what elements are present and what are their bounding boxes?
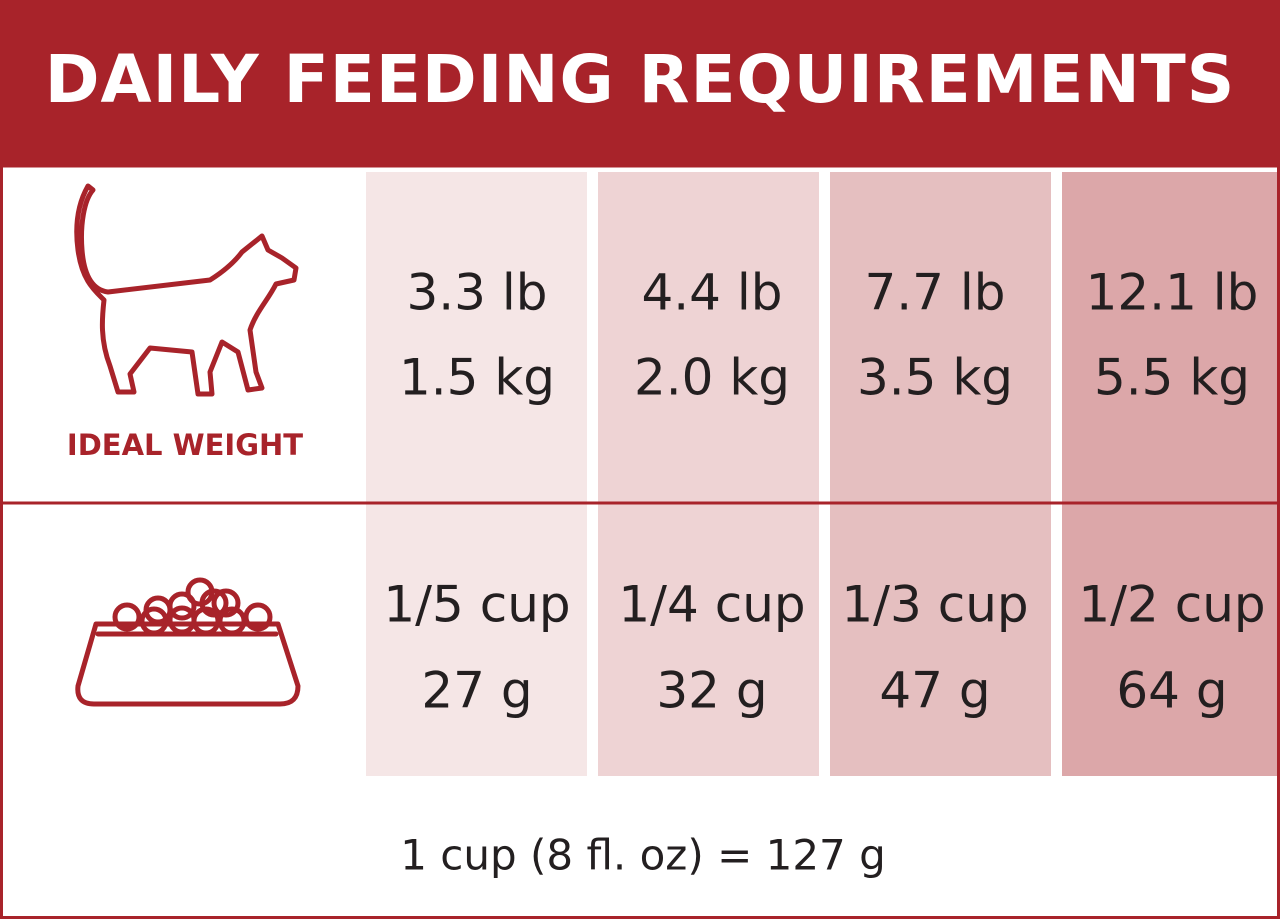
title: DAILY FEEDING REQUIREMENTS bbox=[45, 41, 1236, 118]
header-band bbox=[0, 0, 1280, 166]
weight-kg: 1.5 kg bbox=[399, 349, 555, 407]
weight-lb: 4.4 lb bbox=[641, 264, 782, 322]
row-label: IDEAL WEIGHT bbox=[67, 428, 303, 462]
columns: 3.3 lb 1.5 kg 1/5 cup 27 g 4.4 lb 2.0 kg 1/4 c… bbox=[366, 172, 1280, 776]
grams: 32 g bbox=[656, 662, 767, 720]
cups: 1/5 cup bbox=[383, 576, 570, 634]
bowl-icon bbox=[75, 577, 301, 707]
column-background bbox=[366, 172, 587, 776]
cat-icon bbox=[74, 183, 299, 397]
cups: 1/3 cup bbox=[841, 576, 1028, 634]
weight-lb: 12.1 lb bbox=[1086, 264, 1259, 322]
frame bbox=[0, 164, 1280, 919]
cups: 1/2 cup bbox=[1078, 576, 1265, 634]
weight-lb: 3.3 lb bbox=[406, 264, 547, 322]
column-background bbox=[830, 172, 1051, 776]
column-background bbox=[598, 172, 819, 776]
grams: 64 g bbox=[1116, 662, 1227, 720]
grams: 27 g bbox=[421, 662, 532, 720]
column-background bbox=[1062, 172, 1280, 776]
weight-kg: 5.5 kg bbox=[1094, 349, 1250, 407]
grams: 47 g bbox=[879, 662, 990, 720]
weight-kg: 3.5 kg bbox=[857, 349, 1013, 407]
cups: 1/4 cup bbox=[618, 576, 805, 634]
footnote: 1 cup (8 fl. oz) = 127 g bbox=[400, 831, 886, 880]
weight-kg: 2.0 kg bbox=[634, 349, 790, 407]
weight-lb: 7.7 lb bbox=[864, 264, 1005, 322]
